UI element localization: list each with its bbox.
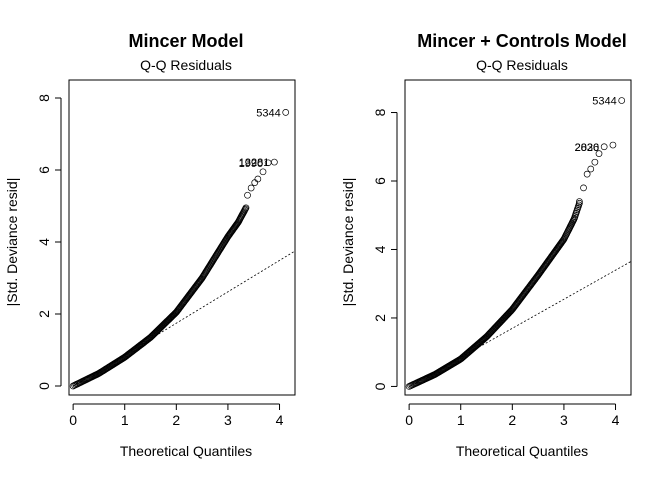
panel-left-tail-point xyxy=(254,175,262,183)
panel-left-data-point xyxy=(242,205,249,213)
panel-right-subtitle: Q-Q Residuals xyxy=(476,57,568,73)
panel-left-tail-point xyxy=(282,109,290,116)
panel-left-data-point xyxy=(242,204,250,212)
panel-left-y-axis-label: |Std. Deviance resid| xyxy=(4,178,20,307)
panel-right-y-tick-label: 8 xyxy=(372,108,388,116)
panel-left-outlier-label: 5344 xyxy=(256,107,280,119)
panel-left-y-tick-label: 2 xyxy=(36,310,52,318)
panel-right-tail-point xyxy=(583,170,591,178)
panel-left: Mincer Model Q-Q Residuals Theoretical Q… xyxy=(4,31,296,459)
panel-right-x-axis-label: Theoretical Quantiles xyxy=(456,443,588,459)
panel-right-y-tick-label: 4 xyxy=(372,245,388,253)
panel-right-outlier-label: 2026 xyxy=(575,142,599,154)
panel-right-y-tick-label: 6 xyxy=(372,177,388,185)
panel-left-x-tick-label: 2 xyxy=(172,412,180,428)
panel-right-outlier-label: 2830 xyxy=(575,142,599,154)
panel-right-x-tick-label: 2 xyxy=(508,412,516,428)
panel-right-data-point xyxy=(570,216,578,223)
panel-right-x-tick-label: 0 xyxy=(405,412,413,428)
panel-left-y-tick-label: 0 xyxy=(36,382,52,390)
panel-right-tail-point xyxy=(587,165,595,173)
panel-right-tail-point xyxy=(609,141,617,149)
panel-left-x-axis-label: Theoretical Quantiles xyxy=(120,443,252,459)
panel-left-tail-point xyxy=(259,168,267,176)
panel-right-y-axis-label: |Std. Deviance resid| xyxy=(340,178,356,307)
panel-right-title: Mincer + Controls Model xyxy=(417,31,627,51)
panel-left-outlier-label: 1990 xyxy=(239,158,263,170)
panel-left-x-tick-label: 3 xyxy=(224,412,232,428)
panel-left-outlier-label: 13281 xyxy=(239,157,270,169)
panel-left-qq-reference-line xyxy=(72,250,296,387)
panel-right-tail-point xyxy=(595,150,603,157)
panel-left-subtitle: Q-Q Residuals xyxy=(140,57,232,73)
panel-left-x-tick-label: 4 xyxy=(276,412,284,428)
panel-right-outlier-label: 5344 xyxy=(592,96,616,108)
panel-left-y-tick-label: 8 xyxy=(36,94,52,102)
panel-right-plot-frame xyxy=(404,79,632,396)
panel-right-tail-point xyxy=(618,97,626,104)
panel-right-tail-point xyxy=(576,198,583,205)
panel-left-tail-point xyxy=(271,158,278,166)
panel-right-y-tick-label: 2 xyxy=(372,314,388,322)
panel-right-x-tick-label: 4 xyxy=(612,412,620,428)
panel-right-qq-reference-line xyxy=(408,261,632,387)
panel-left-tail-point xyxy=(244,191,251,199)
panel-right-data-point xyxy=(576,199,583,207)
panel-right: Mincer + Controls Model Q-Q Residuals Th… xyxy=(340,31,632,459)
panel-left-tail-point xyxy=(247,184,255,192)
panel-left-plot-frame xyxy=(68,79,296,396)
panel-left-tail-point xyxy=(251,179,259,186)
panel-left-y-tick-label: 6 xyxy=(36,166,52,174)
panel-right-tail-point xyxy=(591,158,599,166)
panel-left-title: Mincer Model xyxy=(128,31,243,51)
panel-left-x-tick-label: 0 xyxy=(69,412,77,428)
panel-right-tail-point xyxy=(600,143,608,151)
panel-left-y-tick-label: 4 xyxy=(36,238,52,246)
panel-right-x-tick-label: 1 xyxy=(457,412,465,428)
panel-right-y-tick-label: 0 xyxy=(372,382,388,390)
panel-left-x-tick-label: 1 xyxy=(121,412,129,428)
panel-right-x-tick-label: 3 xyxy=(560,412,568,428)
panel-right-tail-point xyxy=(580,184,587,192)
